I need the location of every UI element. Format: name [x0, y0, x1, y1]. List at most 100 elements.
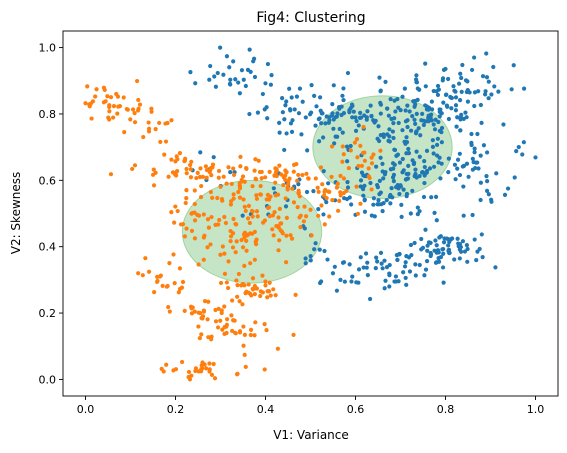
- scatter-point: [313, 241, 318, 246]
- scatter-point: [237, 299, 242, 304]
- scatter-point: [276, 215, 281, 220]
- scatter-point: [451, 84, 456, 89]
- scatter-point: [393, 274, 399, 279]
- scatter-point: [309, 110, 314, 115]
- scatter-point: [415, 212, 420, 217]
- scatter-point: [311, 189, 316, 194]
- scatter-point: [196, 324, 201, 329]
- scatter-point: [238, 154, 243, 159]
- scatter-point: [403, 275, 408, 281]
- scatter-point: [382, 258, 387, 263]
- scatter-point: [303, 115, 308, 120]
- scatter-point: [455, 115, 460, 120]
- scatter-point: [472, 55, 477, 60]
- scatter-point: [402, 86, 407, 91]
- scatter-point: [277, 206, 282, 211]
- scatter-point: [141, 134, 146, 140]
- scatter-point: [302, 204, 307, 209]
- scatter-point: [467, 90, 472, 95]
- scatter-point: [435, 136, 440, 141]
- scatter-point: [364, 117, 369, 122]
- scatter-point: [218, 45, 223, 50]
- scatter-point: [340, 93, 345, 98]
- scatter-point: [437, 107, 442, 112]
- scatter-point: [420, 111, 425, 116]
- scatter-point: [397, 160, 403, 165]
- scatter-point: [472, 150, 477, 155]
- scatter-point: [424, 168, 430, 173]
- scatter-point: [318, 165, 324, 170]
- scatter-point: [366, 166, 371, 171]
- scatter-point: [367, 175, 372, 181]
- scatter-point: [485, 178, 490, 184]
- scatter-point: [233, 250, 238, 255]
- scatter-point: [265, 61, 271, 67]
- scatter-point: [362, 183, 367, 188]
- scatter-point: [321, 135, 326, 140]
- scatter-point: [359, 170, 365, 175]
- scatter-point: [254, 196, 260, 201]
- scatter-point: [188, 162, 193, 168]
- scatter-point: [108, 172, 114, 177]
- scatter-point: [365, 109, 370, 114]
- scatter-point: [400, 128, 405, 133]
- scatter-point: [446, 247, 452, 252]
- scatter-point: [332, 141, 337, 146]
- scatter-point: [230, 298, 235, 303]
- scatter-point: [320, 111, 325, 116]
- scatter-point: [484, 188, 490, 193]
- scatter-point: [283, 196, 288, 201]
- scatter-point: [361, 124, 366, 130]
- scatter-point: [501, 122, 506, 127]
- scatter-point: [218, 184, 223, 189]
- scatter-point: [448, 237, 454, 242]
- scatter-point: [452, 162, 458, 167]
- scatter-point: [205, 217, 211, 222]
- scatter-point: [331, 117, 336, 122]
- scatter-point: [347, 195, 352, 200]
- scatter-point: [209, 372, 215, 377]
- scatter-point: [258, 183, 263, 189]
- scatter-point: [314, 104, 319, 109]
- scatter-point: [382, 172, 388, 177]
- scatter-point: [413, 121, 418, 126]
- scatter-point: [413, 262, 418, 267]
- scatter-point: [197, 336, 202, 341]
- scatter-point: [426, 107, 431, 112]
- scatter-point: [258, 293, 263, 299]
- scatter-point: [207, 169, 212, 175]
- scatter-point: [392, 279, 397, 284]
- scatter-point: [204, 366, 209, 371]
- scatter-point: [300, 99, 305, 104]
- scatter-point: [208, 63, 213, 69]
- scatter-point: [459, 75, 464, 81]
- scatter-point: [275, 192, 281, 197]
- scatter-point: [435, 153, 440, 158]
- scatter-point: [160, 283, 165, 288]
- scatter-point: [334, 114, 340, 119]
- scatter-point: [312, 93, 317, 99]
- scatter-point: [155, 274, 160, 279]
- scatter-point: [391, 172, 397, 177]
- scatter-point: [338, 277, 343, 283]
- scatter-point: [512, 175, 517, 180]
- scatter-point: [206, 299, 211, 304]
- scatter-point: [263, 81, 268, 86]
- scatter-point: [237, 329, 243, 334]
- scatter-point: [404, 191, 410, 197]
- scatter-point: [252, 229, 257, 235]
- scatter-point: [216, 222, 221, 227]
- scatter-point: [230, 231, 236, 236]
- scatter-point: [211, 361, 216, 367]
- scatter-point: [402, 264, 408, 269]
- scatter-point: [136, 106, 141, 111]
- scatter-point: [403, 260, 408, 265]
- scatter-point: [322, 193, 327, 198]
- scatter-point: [430, 138, 435, 143]
- scatter-point: [235, 371, 240, 376]
- scatter-point: [284, 233, 289, 238]
- scatter-point: [295, 205, 300, 210]
- scatter-point: [431, 164, 437, 169]
- scatter-point: [413, 171, 418, 177]
- scatter-point: [484, 51, 489, 56]
